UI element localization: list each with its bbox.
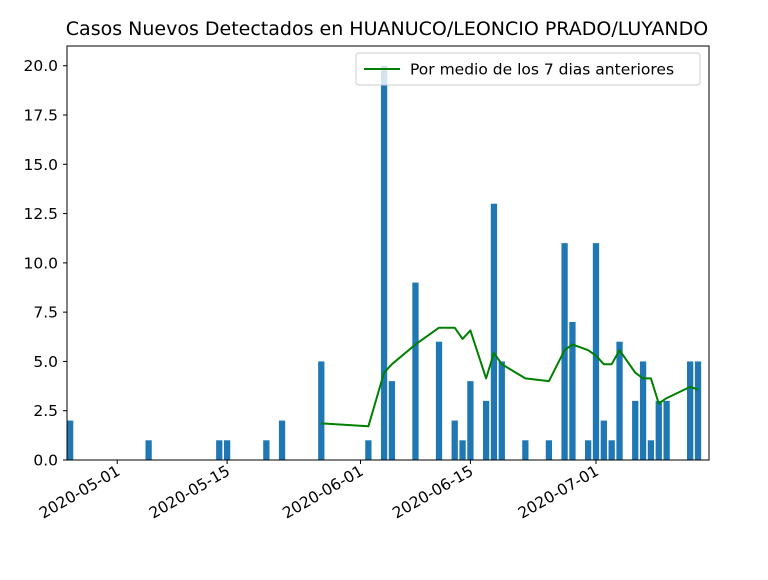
bar xyxy=(145,440,152,460)
bar xyxy=(490,203,498,460)
bar xyxy=(585,440,592,460)
x-tick-label: 2020-06-01 xyxy=(280,462,367,523)
y-tick-label: 2.5 xyxy=(33,402,58,420)
y-tick-label: 0.0 xyxy=(33,452,58,470)
legend: Por medio de los 7 dias anteriores xyxy=(355,52,701,86)
y-tick-label: 20.0 xyxy=(23,57,58,75)
bar xyxy=(569,322,576,460)
bar xyxy=(216,440,223,460)
x-tick-label: 2020-05-01 xyxy=(36,462,123,523)
bar xyxy=(498,361,505,460)
plot-frame xyxy=(66,45,710,461)
chart-title: Casos Nuevos Detectados en HUANUCO/LEONC… xyxy=(66,18,708,40)
bar xyxy=(663,400,670,460)
x-tick-label: 2020-06-15 xyxy=(389,462,476,523)
bar xyxy=(632,400,639,460)
bar xyxy=(467,381,474,460)
bar xyxy=(545,440,553,460)
moving-average-line xyxy=(321,326,699,428)
line-layer xyxy=(321,326,699,428)
bar xyxy=(451,420,458,460)
x-tick-label: 2020-05-15 xyxy=(146,462,233,523)
bar xyxy=(459,440,466,460)
bar xyxy=(278,420,286,460)
bar xyxy=(412,282,419,460)
bar xyxy=(639,361,647,460)
bar xyxy=(263,440,270,460)
bar xyxy=(592,243,600,460)
bar xyxy=(380,65,388,461)
bar xyxy=(694,361,702,460)
legend-box xyxy=(355,52,701,86)
bar xyxy=(608,440,615,460)
bar xyxy=(435,341,443,460)
y-tick-label: 17.5 xyxy=(23,107,58,125)
y-tick-label: 12.5 xyxy=(23,205,58,223)
y-tick-label: 7.5 xyxy=(33,304,58,322)
x-tick-label: 2020-07-01 xyxy=(515,462,602,523)
bar xyxy=(482,400,490,460)
legend-label: Por medio de los 7 dias anteriores xyxy=(410,61,674,79)
bar xyxy=(655,400,662,460)
bar xyxy=(223,440,231,460)
y-tick-label: 5.0 xyxy=(33,353,58,371)
bar xyxy=(522,440,529,460)
bar xyxy=(616,341,623,460)
bar xyxy=(687,361,694,460)
bar xyxy=(388,381,396,460)
y-tick-label: 10.0 xyxy=(23,254,58,272)
bar xyxy=(600,420,607,460)
bar xyxy=(365,440,372,460)
y-tick-label: 15.0 xyxy=(23,156,58,174)
bars-layer xyxy=(67,65,702,461)
bar xyxy=(67,420,74,460)
bar xyxy=(318,361,325,460)
bar xyxy=(647,440,655,460)
